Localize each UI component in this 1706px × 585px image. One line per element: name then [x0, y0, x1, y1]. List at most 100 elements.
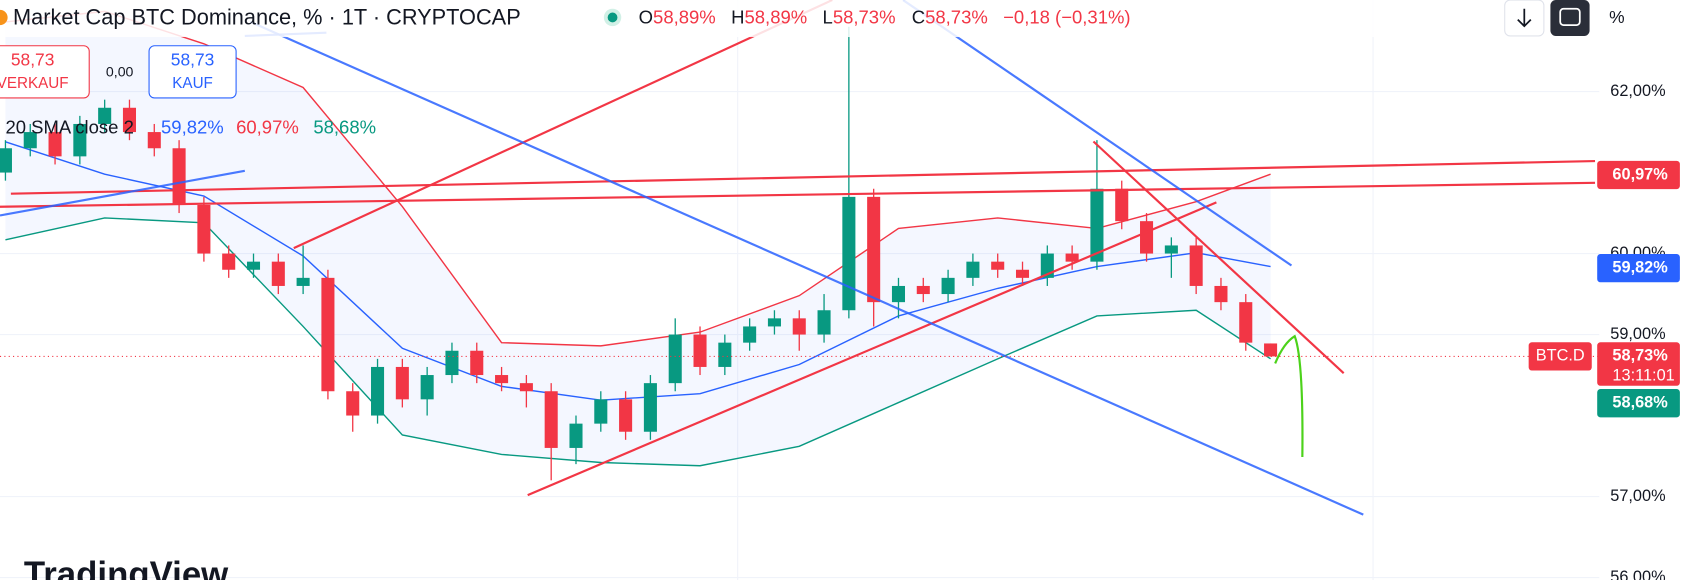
close: 58,73%: [925, 6, 988, 27]
y-tick-label: 62,00%: [1610, 82, 1665, 100]
sell-button[interactable]: [0, 45, 90, 99]
candle-body: [1214, 285, 1228, 303]
badge-label: 58,68%: [1612, 394, 1668, 412]
open-label: O: [639, 6, 653, 27]
trend-line: [0, 181, 1596, 208]
trend-line: [902, 0, 1293, 267]
ohlc: O58,89% H58,89% L58,73% C58,73% −0,18 (−…: [639, 6, 1131, 27]
candle-body: [966, 261, 980, 278]
candle-body: [222, 253, 236, 270]
badge: [1597, 389, 1680, 418]
spread: 0,00: [106, 64, 134, 80]
candle-body: [544, 391, 558, 448]
low: 58,73%: [833, 6, 896, 27]
candle-body: [817, 310, 831, 335]
candle-body: [147, 132, 161, 149]
high-label: H: [731, 6, 744, 27]
candle-body: [271, 261, 285, 286]
title: Market Cap BTC Dominance, % · 1T · CRYPT…: [13, 4, 521, 29]
high: 58,89%: [745, 6, 808, 27]
trend-line: [10, 159, 1596, 195]
buy-button[interactable]: [148, 45, 237, 99]
candle-body: [594, 399, 608, 424]
badge-label: 59,82%: [1612, 258, 1668, 276]
trend-line: [1092, 140, 1345, 375]
candle-body: [1164, 245, 1178, 254]
candle-body: [792, 318, 806, 335]
badge: [1597, 160, 1680, 190]
band-line: [5, 217, 1271, 467]
open: 58,89%: [653, 6, 716, 27]
fullscreen-button[interactable]: [1550, 0, 1590, 36]
candle-body: [693, 334, 707, 367]
buy-price: 58,73: [171, 50, 215, 70]
candle-body: [842, 196, 856, 311]
candle-body: [1264, 343, 1278, 357]
price-badges: 60,97% 59,82% 58,73%13:11:01 BTC.D 58,68%: [0, 160, 1680, 418]
candle-body: [346, 391, 360, 416]
trend-line: [293, 0, 833, 250]
band-fill: [5, 11, 1271, 466]
status-dot: [607, 12, 618, 23]
candle-body: [197, 204, 211, 254]
candle-body: [246, 261, 261, 270]
y-tick-label: 57,00%: [1610, 487, 1665, 505]
candle-body: [569, 423, 583, 448]
freehand: [1274, 334, 1304, 458]
scale-mode[interactable]: %: [1609, 7, 1624, 27]
indicator-value: 58,68%: [313, 116, 376, 137]
candle-body: [0, 148, 12, 173]
indicator-name: 20 SMA close 2: [5, 116, 133, 137]
badge-label: 58,73%: [1612, 347, 1668, 365]
sell-label: VERKAUF: [0, 75, 69, 92]
candle-body: [743, 326, 757, 343]
coin-icon: [0, 9, 8, 26]
download-icon: [1517, 8, 1532, 28]
price-axis: 62,00%60,00%59,00%57,00%56,00%: [1599, 37, 1706, 585]
indicator-value: 60,97%: [236, 116, 299, 137]
candle-body: [395, 366, 409, 400]
header-bg: [0, 0, 1502, 38]
candle-body: [48, 132, 62, 157]
indicator-legend: 20 SMA close 2 59,82% 60,97% 58,68%: [5, 116, 376, 137]
candle-body: [1015, 269, 1030, 278]
watermark: TradingView: [24, 555, 229, 580]
candle-body: [916, 285, 930, 295]
y-tick-label: 56,00%: [1610, 568, 1665, 580]
low-label: L: [823, 6, 833, 27]
sell-price: 58,73: [11, 50, 55, 70]
indicator-value: 59,82%: [161, 116, 224, 137]
close-label: C: [912, 6, 925, 27]
candle-body: [767, 318, 781, 327]
candle-body: [371, 366, 385, 416]
candles: [0, 26, 1278, 481]
candle-body: [122, 107, 137, 133]
candle-body: [495, 375, 509, 384]
candle-body: [73, 123, 87, 157]
candle-body: [23, 132, 37, 149]
symbol-badge: [1528, 342, 1592, 371]
candle-body: [668, 334, 682, 384]
candle-body: [867, 196, 881, 303]
candle-body: [1090, 188, 1104, 262]
candle-body: [296, 277, 310, 286]
candle-body: [1065, 253, 1079, 262]
candle-body: [470, 350, 484, 376]
axis-bg: [1599, 37, 1706, 580]
candle-body: [718, 342, 732, 367]
candle-body: [1189, 245, 1203, 286]
candle-body: [643, 383, 657, 432]
candle-body: [519, 383, 533, 392]
trend-line: [527, 201, 1217, 497]
candle-body: [991, 261, 1005, 270]
candle-body: [891, 285, 906, 303]
candle-body: [445, 350, 459, 376]
trend-line: [0, 169, 245, 217]
y-tick-label: 59,00%: [1610, 325, 1665, 343]
fullscreen-icon: [1559, 7, 1581, 26]
candle-body: [1239, 302, 1253, 343]
candle-body: [172, 148, 186, 205]
trend-line: [249, 20, 1364, 516]
